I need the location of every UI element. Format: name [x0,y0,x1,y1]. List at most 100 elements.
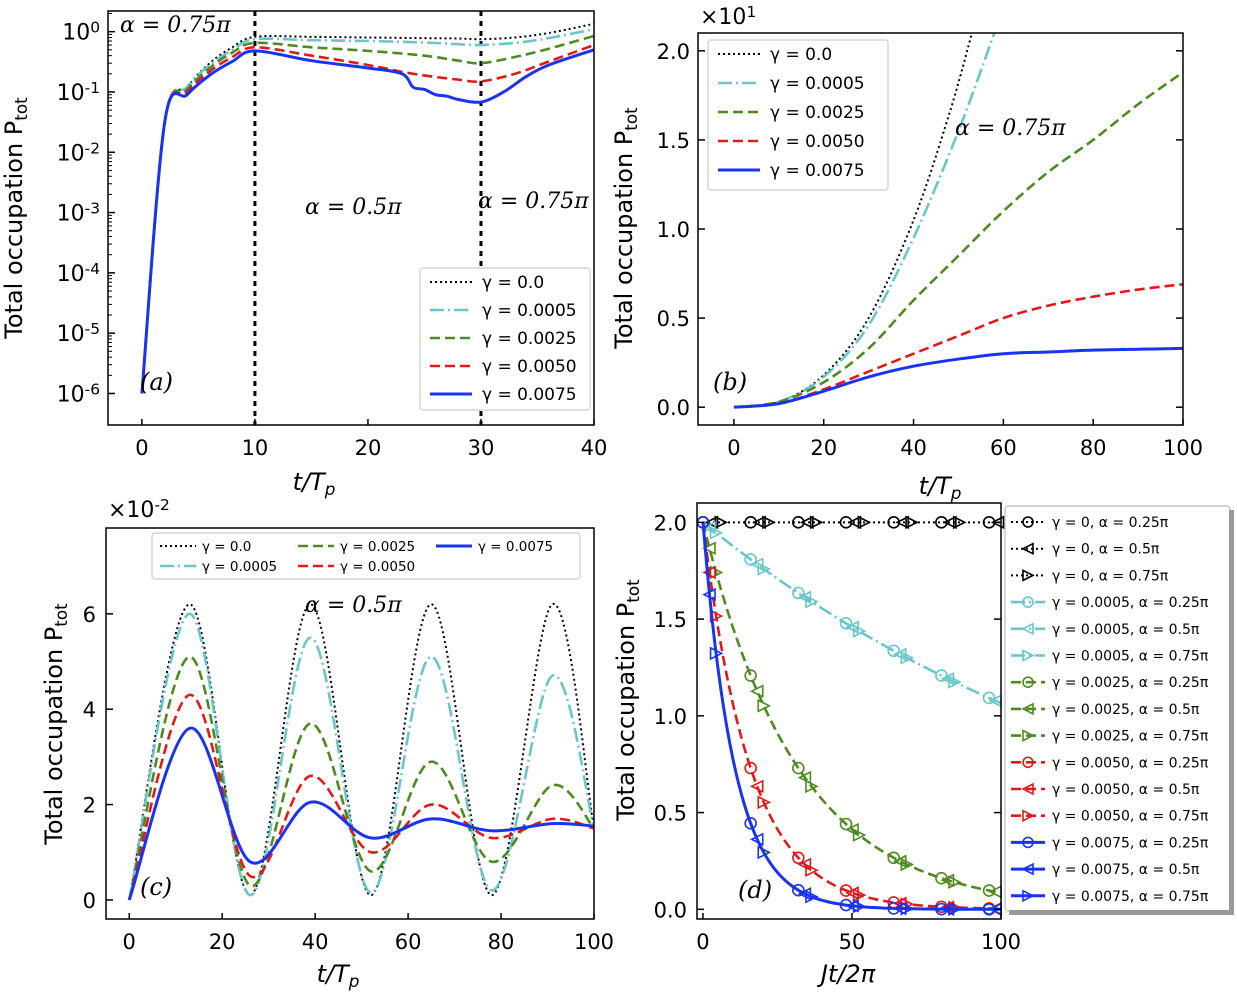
y-tick-label: 4 [83,698,96,722]
x-tick-label: 80 [488,930,515,954]
series-marker [749,832,764,847]
legend-label: γ = 0.0050, α = 0.5π [1052,782,1200,798]
series-line [127,612,594,901]
y-tick-label: 0.5 [654,802,687,826]
legend-marker [1022,676,1034,689]
y-tick-label: 1.0 [657,218,690,242]
legend-label: γ = 0, α = 0.25π [1052,515,1169,531]
legend-marker [1022,569,1035,582]
series-marker [839,898,853,912]
series-marker [744,516,757,529]
legend-label: γ = 0.0005, α = 0.25π [1052,595,1209,611]
series-marker [892,901,907,916]
series-marker [805,889,819,904]
series-marker [887,851,901,865]
legend-label: γ = 0.0 [202,539,251,555]
series-marker [709,646,724,661]
y-tick-label: 1.5 [654,608,687,632]
x-tick-label: 60 [395,930,422,954]
series-marker [757,699,772,713]
x-tick-label: 60 [990,436,1017,460]
series-marker [845,899,859,913]
plot-frame [105,527,595,920]
legend-label: γ = 0.0050, α = 0.25π [1052,755,1209,771]
series-marker [744,761,757,775]
series-marker [752,515,766,530]
legend: γ = 0.0 γ = 0.0005 γ = 0.0025 γ = 0.0050 γ =… [151,532,581,580]
series-marker [845,822,859,837]
series-marker [847,515,862,530]
y-tick-label: 0 [83,889,96,913]
series-marker [982,884,996,897]
series-marker [744,553,757,566]
y-axis-label: Total occupation Ptot [40,603,71,846]
series-line [701,522,1001,911]
x-tick-label: 100 [574,930,614,954]
legend-marker [1021,862,1034,876]
x-tick-label: 100 [1163,436,1203,460]
plot-frame [696,502,1002,920]
legend-shadow [1009,910,1233,915]
x-axis-label: t/Tp [919,472,962,503]
y-tick-label: 10-3 [57,200,100,227]
series-marker [887,516,901,529]
legend-label: γ = 0.0075, α = 0.25π [1052,835,1209,851]
series-marker [749,557,764,572]
series-marker [744,817,757,830]
y-tick-label: 6 [83,603,96,627]
panel-d: 0 50 100 0.0 0.5 1.0 1.5 2.0 (d) Jt/2π Total occup… [612,502,1234,988]
x-tick-label: 40 [302,930,329,954]
legend-label: γ = 0.0005, α = 0.5π [1052,622,1200,638]
x-axis-label: t/Tp [317,960,360,991]
axis-multiplier: ×10-2 [108,496,170,523]
legend-label: γ = 0.0075, α = 0.5π [1052,862,1200,878]
panel-label: (c) [140,873,172,901]
series-marker [900,651,915,665]
legend-label: γ = 0.0075 [482,385,577,405]
series-line [140,27,594,394]
series-marker [762,515,776,530]
panel-label: (a) [140,368,173,396]
legend-marker [1021,622,1034,636]
legend-label: γ = 0.0005 [482,301,577,321]
series-line [733,282,1183,409]
y-tick-label: 10-2 [57,140,100,167]
series-marker [704,515,719,530]
legend-label: γ = 0, α = 0.75π [1052,568,1169,584]
legend-label: γ = 0.0050 [770,132,865,152]
legend-label: γ = 0.0025, α = 0.25π [1052,675,1209,691]
legend-label: γ = 0.0050, α = 0.75π [1052,809,1209,825]
legend-label: γ = 0.0 [770,45,832,65]
series-line [127,726,594,901]
x-axis-label: Jt/2π [817,960,876,988]
panel-label: (d) [738,876,772,904]
legend-frame [419,267,591,411]
x-tick-label: 40 [900,436,927,460]
series-marker [940,873,955,888]
legend-label: γ = 0.0 [482,273,544,293]
series-marker [839,617,853,630]
series-marker [702,520,716,535]
legend-marker [1022,516,1034,528]
series-marker [845,886,859,900]
series-marker [792,761,805,775]
x-tick-label: 100 [981,930,1021,954]
series-line [140,22,594,394]
y-tick-label: 0.0 [657,396,690,420]
series-marker [702,565,716,580]
series-line [140,48,594,394]
series-marker [935,902,948,916]
series-marker [852,624,867,638]
legend-frame [151,532,581,580]
legend: γ = 0, α = 0.25π γ = 0, α = 0.5π γ = 0, α … [1004,505,1234,915]
legend-label: γ = 0.0025 [770,103,865,123]
legend-label: γ = 0.0025, α = 0.5π [1052,702,1200,718]
x-tick-label: 0 [135,436,148,460]
series-marker [792,516,805,529]
y-tick-label: 1.0 [654,705,687,729]
series-marker [797,857,812,872]
y-tick-label: 10-6 [57,381,100,408]
x-tick-label: 20 [810,436,837,460]
x-tick-label: 50 [839,930,866,954]
